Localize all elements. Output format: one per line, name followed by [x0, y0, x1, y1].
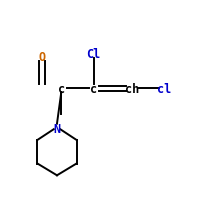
Text: ch: ch	[125, 82, 139, 95]
Text: c: c	[90, 82, 97, 95]
Text: Cl: Cl	[86, 48, 101, 61]
Text: N: N	[53, 122, 61, 135]
Text: O: O	[38, 51, 46, 64]
Text: c: c	[58, 82, 65, 95]
Text: cl: cl	[157, 82, 172, 95]
